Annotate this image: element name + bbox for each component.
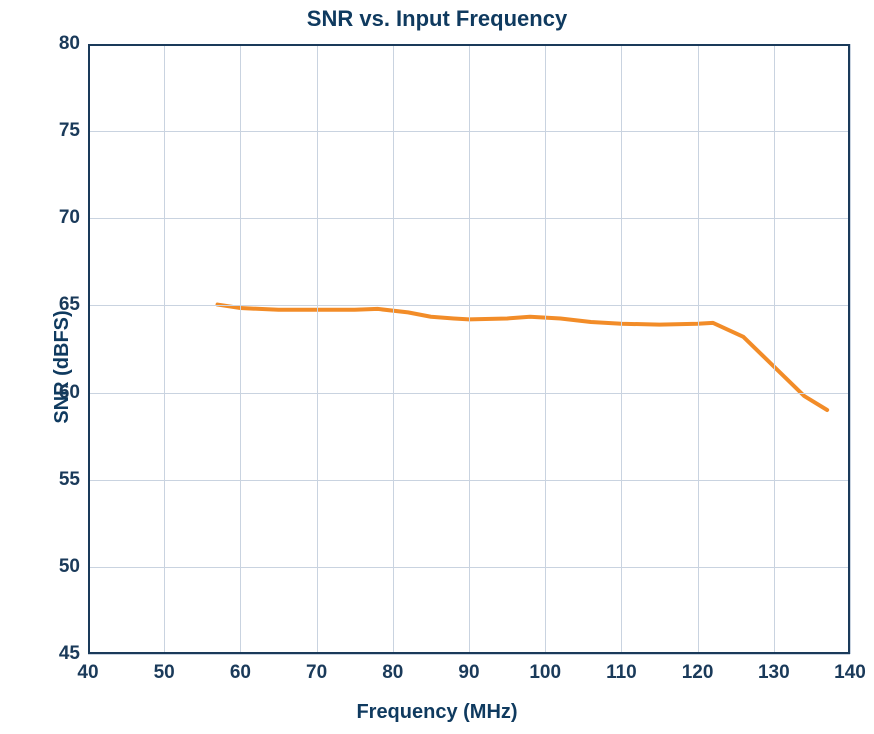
grid-horizontal — [88, 131, 850, 132]
y-tick-label: 65 — [59, 294, 80, 316]
x-tick-label: 130 — [758, 662, 790, 684]
grid-horizontal — [88, 567, 850, 568]
plot-area: 4050607080901001101201301404550556065707… — [88, 44, 850, 654]
axis-border-left — [88, 44, 90, 654]
x-tick-label: 120 — [682, 662, 714, 684]
grid-vertical — [545, 44, 546, 654]
series-line-snr — [218, 305, 828, 410]
grid-vertical — [774, 44, 775, 654]
y-axis-label: SNR (dBFS) — [51, 310, 74, 423]
grid-vertical — [317, 44, 318, 654]
grid-vertical — [164, 44, 165, 654]
y-tick-label: 60 — [59, 382, 80, 404]
chart-container: SNR vs. Input Frequency SNR (dBFS) Frequ… — [0, 0, 874, 734]
grid-vertical — [393, 44, 394, 654]
x-tick-label: 110 — [606, 662, 637, 684]
grid-vertical — [621, 44, 622, 654]
grid-vertical — [240, 44, 241, 654]
x-tick-label: 70 — [306, 662, 327, 684]
y-tick-label: 45 — [59, 643, 80, 665]
y-tick-label: 50 — [59, 556, 80, 578]
chart-title: SNR vs. Input Frequency — [0, 6, 874, 32]
grid-horizontal — [88, 654, 850, 655]
y-tick-label: 55 — [59, 469, 80, 491]
axis-border-top — [88, 44, 850, 46]
grid-horizontal — [88, 393, 850, 394]
x-tick-label: 60 — [230, 662, 251, 684]
x-tick-label: 50 — [154, 662, 175, 684]
y-tick-label: 75 — [59, 120, 80, 142]
grid-horizontal — [88, 218, 850, 219]
grid-horizontal — [88, 305, 850, 306]
x-tick-label: 80 — [382, 662, 403, 684]
axis-border-bottom — [88, 652, 850, 654]
x-tick-label: 40 — [77, 662, 98, 684]
x-tick-label: 90 — [458, 662, 479, 684]
x-axis-label: Frequency (MHz) — [0, 701, 874, 724]
x-tick-label: 140 — [834, 662, 866, 684]
grid-vertical — [850, 44, 851, 654]
grid-vertical — [469, 44, 470, 654]
y-tick-label: 80 — [59, 33, 80, 55]
x-tick-label: 100 — [529, 662, 561, 684]
grid-horizontal — [88, 480, 850, 481]
y-tick-label: 70 — [59, 207, 80, 229]
axis-border-right — [848, 44, 850, 654]
grid-vertical — [698, 44, 699, 654]
